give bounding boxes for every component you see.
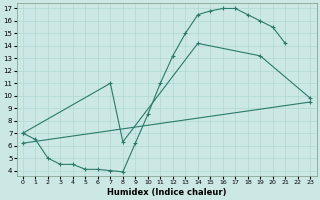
X-axis label: Humidex (Indice chaleur): Humidex (Indice chaleur) bbox=[107, 188, 226, 197]
